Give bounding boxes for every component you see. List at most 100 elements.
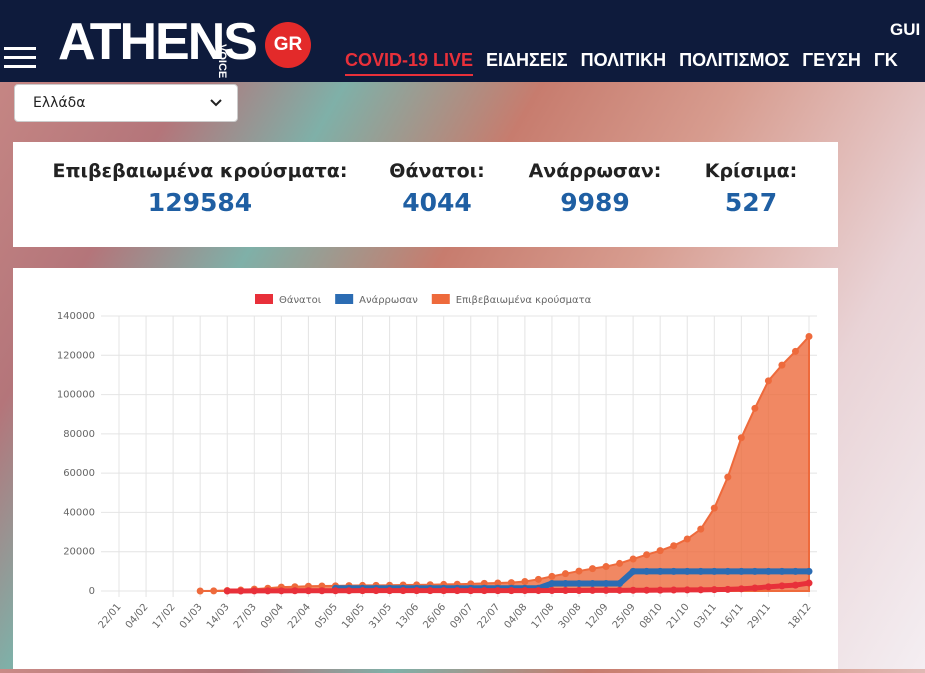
point — [737, 434, 745, 442]
point — [359, 587, 367, 595]
point — [534, 575, 542, 583]
nav-item[interactable]: COVID-19 LIVE — [345, 50, 474, 76]
point — [413, 587, 421, 595]
x-tick-label: 22/01 — [97, 602, 124, 631]
point — [737, 567, 745, 575]
point — [561, 580, 569, 588]
point — [589, 586, 597, 594]
stat-label: Θάνατοι: — [389, 160, 485, 182]
point — [724, 567, 732, 575]
stat-value: 4044 — [402, 188, 472, 217]
point — [616, 580, 624, 588]
x-tick-label: 18/12 — [787, 602, 814, 631]
x-tick-label: 25/09 — [611, 602, 638, 631]
x-tick-label: 01/03 — [178, 602, 205, 631]
point — [250, 587, 258, 595]
y-tick-label: 40000 — [63, 507, 95, 518]
stat-label: Ανάρρωσαν: — [528, 160, 662, 182]
point — [602, 580, 610, 588]
x-tick-label: 31/05 — [367, 602, 394, 631]
legend-swatch[interactable] — [335, 294, 354, 304]
legend-label: Επιβεβαιωμένα κρούσματα — [456, 294, 592, 306]
nav-item[interactable]: ΠΟΛΙΤΙΣΜΟΣ — [679, 50, 790, 70]
point — [710, 586, 718, 594]
point — [521, 577, 529, 585]
stat-label: Επιβεβαιωμένα κρούσματα: — [52, 160, 348, 182]
x-tick-label: 04/08 — [503, 602, 530, 631]
point — [534, 587, 542, 595]
x-tick-label: 16/11 — [719, 602, 746, 631]
chevron — [210, 99, 222, 107]
country-select[interactable]: Ελλάδα — [14, 84, 238, 122]
x-tick-label: 09/04 — [259, 602, 286, 631]
point — [304, 587, 312, 595]
point — [575, 567, 583, 575]
nav-item[interactable]: ΠΟΛΙΤΙΚΗ — [580, 50, 667, 70]
nav-item[interactable]: ΓΕΥΣΗ — [802, 50, 861, 70]
top-link[interactable]: GUI — [890, 20, 921, 39]
y-tick-label: 0 — [89, 586, 95, 597]
point — [467, 587, 475, 595]
menu-button[interactable] — [4, 47, 36, 74]
point — [724, 473, 732, 481]
point — [507, 579, 515, 587]
point — [683, 586, 691, 594]
stat-value: 9989 — [560, 188, 630, 217]
point — [791, 581, 799, 589]
point — [629, 555, 637, 563]
point — [399, 587, 407, 595]
point — [764, 377, 772, 385]
point — [764, 567, 772, 575]
y-tick-label: 60000 — [63, 468, 95, 479]
point — [629, 567, 637, 575]
point — [670, 567, 678, 575]
point — [656, 567, 664, 575]
y-tick-label: 100000 — [57, 390, 95, 401]
point — [791, 347, 799, 355]
stat: Κρίσιμα: 527 — [705, 160, 798, 217]
legend-swatch[interactable] — [431, 294, 450, 304]
point — [223, 587, 231, 595]
point — [575, 580, 583, 588]
x-tick-label: 26/06 — [421, 602, 448, 631]
point — [805, 579, 813, 587]
point — [480, 587, 488, 595]
stat: Θάνατοι: 4044 — [389, 160, 484, 217]
point — [589, 565, 597, 573]
x-tick-label: 08/10 — [638, 602, 665, 631]
point — [697, 525, 705, 533]
point — [656, 547, 664, 555]
point — [724, 585, 732, 593]
point — [805, 332, 813, 340]
point — [602, 586, 610, 594]
stats-panel: Επιβεβαιωμένα κρούσματα: 129584 Θάνατοι: 4… — [13, 142, 838, 247]
nav-item[interactable]: ΓΚ — [873, 50, 898, 70]
point — [345, 587, 353, 595]
point — [548, 587, 556, 595]
point — [548, 572, 556, 580]
x-tick-label: 17/08 — [530, 602, 557, 631]
x-tick-label: 27/03 — [232, 602, 259, 631]
point — [237, 587, 245, 595]
y-tick-label: 120000 — [57, 350, 95, 361]
point — [670, 586, 678, 594]
point — [264, 587, 272, 595]
x-tick-label: 14/03 — [205, 602, 232, 631]
x-tick-label: 04/02 — [124, 602, 151, 631]
point — [710, 504, 718, 512]
x-tick-label: 22/07 — [475, 602, 502, 631]
point — [643, 551, 651, 559]
point — [683, 535, 691, 543]
x-tick-label: 17/02 — [151, 602, 178, 631]
legend-swatch[interactable] — [255, 294, 273, 304]
y-tick-label: 20000 — [63, 547, 95, 558]
point — [575, 586, 583, 594]
point — [440, 587, 448, 595]
point — [751, 567, 759, 575]
x-tick-label: 21/10 — [665, 602, 692, 631]
nav-item[interactable]: ΕΙΔΗΣΕΙΣ — [486, 50, 568, 70]
x-tick-label: 29/11 — [746, 602, 773, 631]
point — [494, 587, 502, 595]
logo[interactable]: ATHENS — [58, 13, 258, 71]
